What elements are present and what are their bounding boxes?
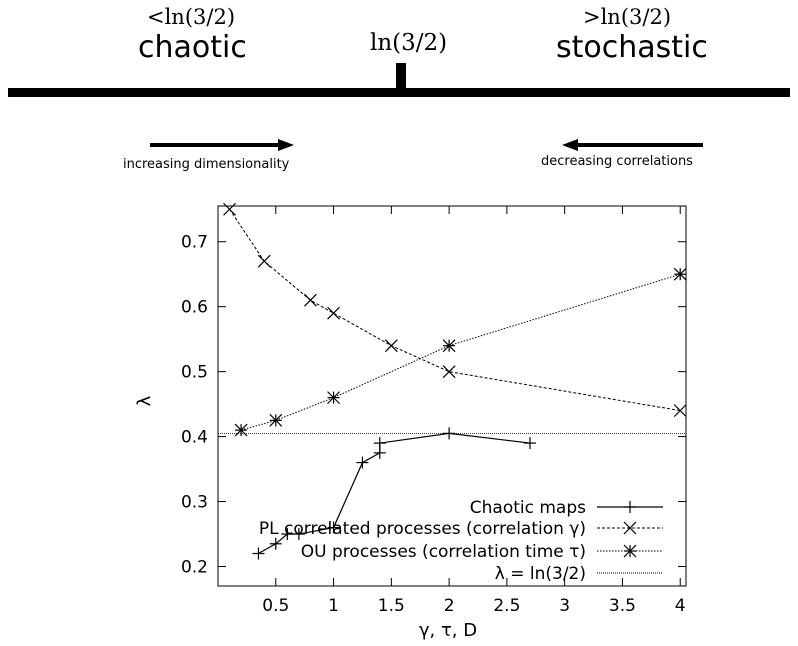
legend-label: OU processes (correlation time τ): [301, 542, 586, 562]
y-tick-label: 0.5: [181, 363, 208, 383]
decreasing-correlations-label: decreasing correlations: [541, 154, 693, 169]
series-1-point: [384, 339, 398, 353]
y-tick-label: 0.7: [181, 233, 208, 253]
increasing-dimensionality-label: increasing dimensionality: [123, 157, 290, 172]
threshold-tick: [396, 63, 406, 89]
series-1-point: [257, 254, 271, 268]
series-1-point: [673, 404, 687, 418]
series-1-point: [327, 306, 340, 320]
x-tick-label: 3.5: [609, 596, 636, 616]
center-threshold-label: ln(3/2): [370, 30, 448, 56]
stochastic-label: stochastic: [556, 30, 708, 65]
scale-bar: [8, 88, 790, 97]
series-1-point: [223, 202, 236, 216]
y-axis-label: λ: [134, 395, 155, 406]
legend-marker: [623, 521, 637, 535]
y-tick-label: 0.6: [181, 298, 208, 318]
series-line-0: [258, 432, 531, 555]
x-tick-label: 2: [444, 596, 455, 616]
left-condition-label: <ln(3/2): [147, 5, 236, 29]
series-1-point: [442, 365, 456, 379]
chaotic-label: chaotic: [138, 30, 247, 65]
y-tick-label: 0.3: [181, 493, 208, 513]
x-tick-label: 2.5: [493, 596, 520, 616]
legend-label: Chaotic maps: [470, 498, 586, 518]
x-tick-label: 4: [675, 596, 686, 616]
right-arrow-icon: [150, 139, 294, 151]
x-axis-label: γ, τ, D: [419, 620, 477, 641]
x-tick-label: 3: [559, 596, 570, 616]
x-tick-label: 1: [328, 596, 339, 616]
y-tick-label: 0.4: [181, 428, 208, 448]
series-line-2: [240, 273, 681, 431]
plot-frame: [217, 205, 687, 587]
legend-label: PL correlated processes (correlation γ): [259, 519, 586, 539]
series-1-point: [304, 293, 317, 307]
y-tick-label: 0.2: [181, 558, 208, 578]
right-condition-label: >ln(3/2): [583, 5, 672, 29]
left-arrow-icon: [562, 139, 703, 151]
x-tick-label: 0.5: [262, 596, 289, 616]
legend-label: λ = ln(3/2): [495, 564, 586, 584]
x-tick-label: 1.5: [378, 596, 405, 616]
series-line-1: [229, 208, 681, 412]
